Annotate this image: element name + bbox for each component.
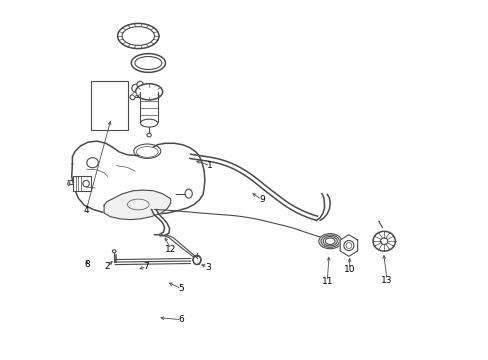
Text: 10: 10: [343, 265, 355, 274]
Ellipse shape: [372, 231, 394, 251]
Bar: [91, 81, 128, 130]
Text: 7: 7: [143, 262, 149, 271]
Text: 3: 3: [204, 263, 210, 271]
Ellipse shape: [135, 84, 163, 100]
Text: 9: 9: [258, 195, 264, 204]
Ellipse shape: [140, 119, 158, 127]
Bar: [73, 176, 91, 191]
Polygon shape: [72, 141, 204, 215]
Text: 2: 2: [104, 262, 110, 271]
Ellipse shape: [132, 84, 140, 92]
Ellipse shape: [185, 189, 192, 198]
Text: 12: 12: [164, 245, 176, 253]
Ellipse shape: [135, 57, 162, 69]
Ellipse shape: [122, 27, 154, 45]
Ellipse shape: [112, 250, 116, 253]
Ellipse shape: [87, 158, 98, 168]
Text: 5: 5: [178, 284, 184, 293]
Ellipse shape: [130, 95, 135, 100]
Ellipse shape: [193, 256, 201, 264]
Polygon shape: [340, 235, 357, 256]
Text: 4: 4: [83, 206, 89, 215]
Ellipse shape: [132, 93, 137, 96]
Ellipse shape: [136, 147, 158, 157]
Ellipse shape: [68, 182, 70, 185]
Text: 8: 8: [84, 260, 89, 269]
Text: 6: 6: [178, 315, 184, 324]
Ellipse shape: [137, 81, 143, 88]
Text: 13: 13: [381, 276, 392, 284]
Text: 11: 11: [321, 277, 332, 286]
Ellipse shape: [146, 133, 151, 137]
Text: 1: 1: [207, 161, 213, 170]
Polygon shape: [104, 190, 170, 220]
